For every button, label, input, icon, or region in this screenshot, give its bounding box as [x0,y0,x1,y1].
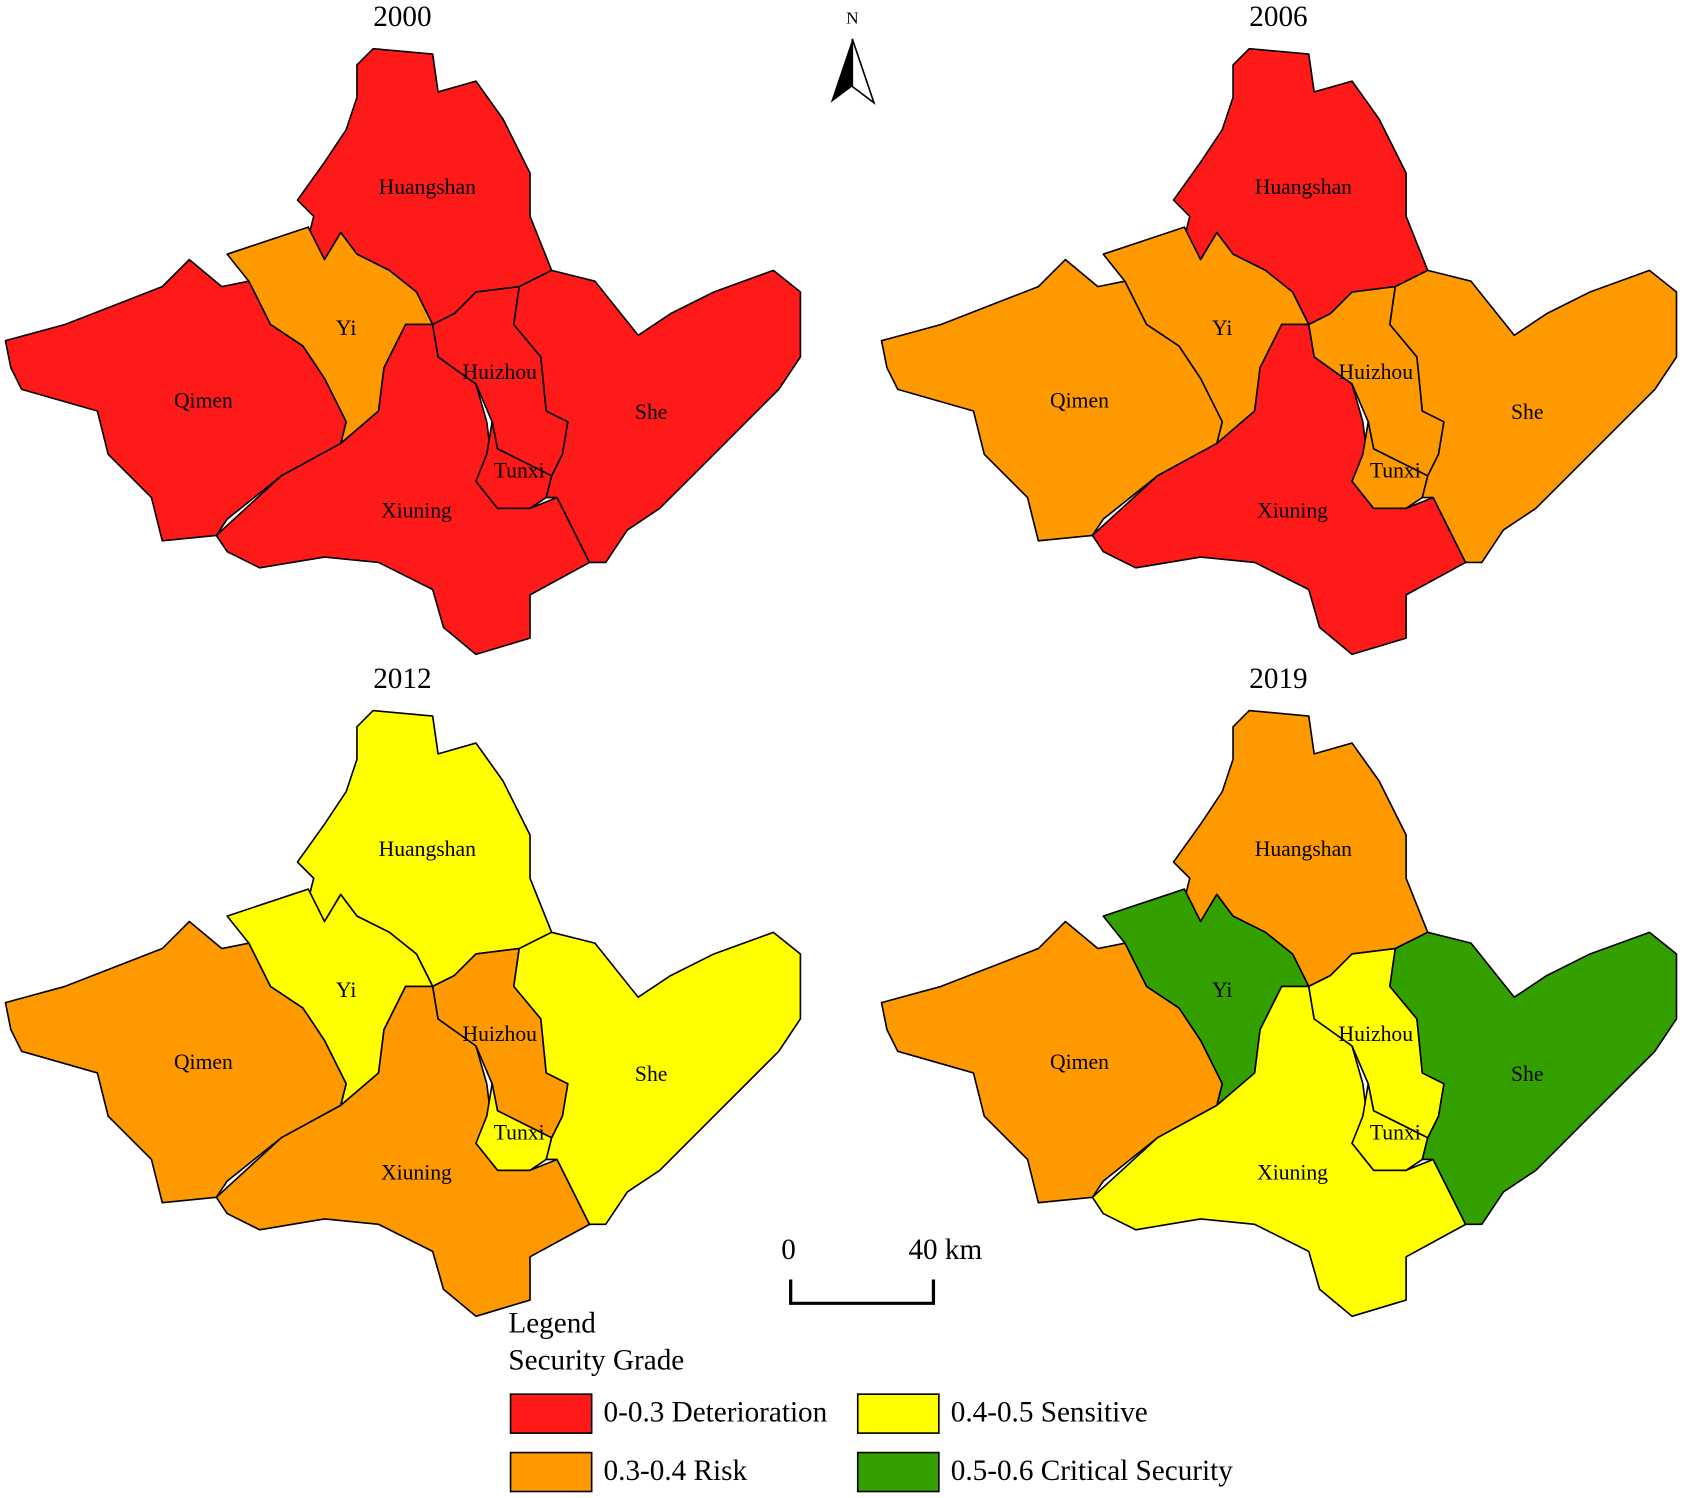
region [475,421,553,510]
legend: 0-0.3 Deterioration 0.4-0.5 Sensitive 0.3-… [509,1393,1233,1493]
scale-end: 40 km [908,1234,982,1266]
scale-start: 0 [781,1234,796,1266]
legend-subtitle: Security Grade [508,1345,684,1377]
legend-swatch [856,1451,940,1493]
north-arrow-half [851,38,876,105]
legend-swatch [856,1393,940,1434]
region-label: Huizhou [462,1022,537,1046]
map-panel: 2000 Huangshan Yi Qimen Xiuning Huizhou Tunxi S… [4,1,802,656]
region [1389,269,1678,564]
region-label: She [1511,400,1543,424]
region [475,1082,553,1172]
legend-label: 0.5-0.6 Critical Security [951,1455,1233,1487]
region-label: Huangshan [1255,175,1352,199]
region [512,931,802,1226]
region-label: Huangshan [379,837,476,861]
scale-bar [789,1279,936,1305]
legend-label: 0.3-0.4 Risk [604,1455,748,1487]
map-year: 2006 [1249,1,1307,33]
legend-swatch [509,1393,593,1434]
region-label: Xiuning [381,1161,452,1185]
region-label: Yi [336,978,356,1002]
legend-title: Legend [508,1308,596,1340]
region-label: Tunxi [494,1121,545,1145]
maps: 2000 Huangshan Yi Qimen Xiuning Huizhou Tunxi S… [4,1,1678,1318]
region-label: Qimen [174,388,233,412]
region-label: Qimen [174,1050,233,1074]
region-label: Xiuning [1257,1161,1328,1185]
map-panel: 2019 Huangshan Yi Qimen Xiuning Huizhou Tunxi S… [880,663,1678,1318]
region [1351,1082,1429,1172]
region [1389,931,1678,1226]
region-label: Tunxi [1370,459,1421,483]
region-label: Huangshan [379,175,476,199]
legend-label: 0-0.3 Deterioration [604,1396,828,1428]
map-year: 2019 [1249,663,1307,695]
region-label: Yi [336,316,356,340]
region-label: She [635,400,667,424]
region-label: She [1511,1062,1543,1086]
legend-label: 0.4-0.5 Sensitive [951,1396,1148,1428]
region-label: Tunxi [1370,1121,1421,1145]
region-label: Huangshan [1255,837,1352,861]
legend-swatch [509,1451,593,1493]
region [1351,421,1429,510]
region [512,269,802,564]
region-label: Huizhou [462,360,537,384]
region-label: Xiuning [1257,499,1328,523]
map-year: 2000 [373,1,431,33]
region-label: Tunxi [494,459,545,483]
region-label: Huizhou [1339,360,1414,384]
north-label: N [846,8,859,27]
map-year: 2012 [373,663,431,695]
region-label: Qimen [1050,388,1109,412]
region-label: She [635,1062,667,1086]
region-label: Yi [1212,978,1232,1002]
map-panel: 2006 Huangshan Yi Qimen Xiuning Huizhou Tunxi S… [880,1,1678,656]
region-label: Xiuning [381,499,452,523]
region-label: Huizhou [1339,1022,1414,1046]
region-label: Yi [1212,316,1232,340]
map-panel: 2012 Huangshan Yi Qimen Xiuning Huizhou Tunxi S… [4,663,802,1318]
region-label: Qimen [1050,1050,1109,1074]
